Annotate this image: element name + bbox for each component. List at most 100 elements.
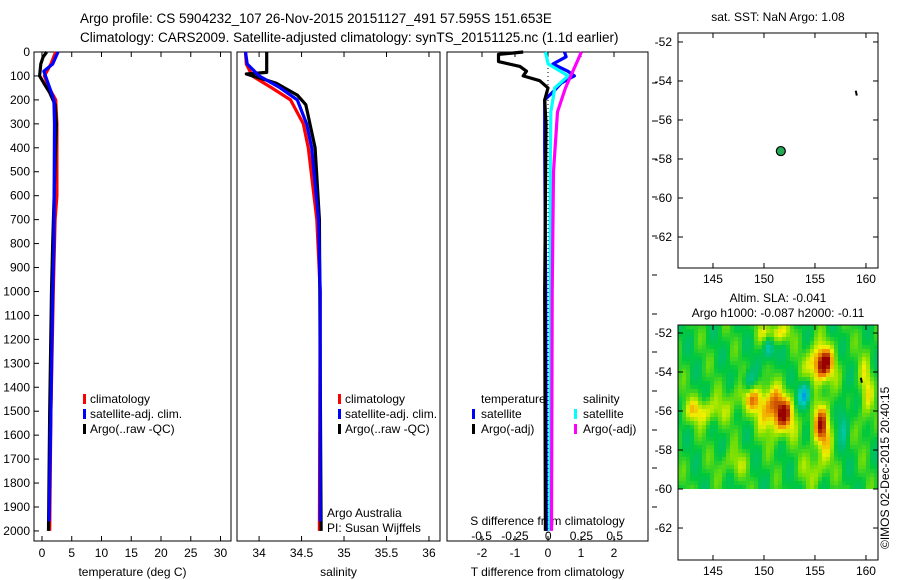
heatmap-cell [778,485,782,489]
heatmap-cell [786,397,790,401]
heatmap-cell [758,429,762,433]
float-track [859,377,863,383]
heatmap-cell [850,469,854,473]
heatmap-cell [714,457,718,461]
heatmap-cell [862,473,866,477]
heatmap-cell [790,469,794,473]
heatmap-cell [794,345,798,349]
heatmap-cell [802,381,806,385]
heatmap-cell [806,381,810,385]
heatmap-cell [682,341,686,345]
heatmap-cell [682,473,686,477]
heatmap-cell [706,337,710,341]
heatmap-cell [794,397,798,401]
heatmap-cell [790,453,794,457]
x-tick-label: -2 [477,546,488,560]
heatmap-cell [830,409,834,413]
heatmap-cell [702,441,706,445]
heatmap-cell [850,393,854,397]
legend-swatch [574,424,577,434]
heatmap-cell [810,421,814,425]
heatmap-cell [858,409,862,413]
heatmap-cell [698,425,702,429]
heatmap-cell [694,473,698,477]
heatmap-cell [830,417,834,421]
heatmap-cell [750,469,754,473]
heatmap-cell [734,337,738,341]
heatmap-cell [698,461,702,465]
heatmap-cell [826,357,830,361]
heatmap-cell [718,341,722,345]
heatmap-cell [822,357,826,361]
heatmap-cell [762,329,766,333]
legend-label: satellite [481,407,522,421]
heatmap-cell [774,441,778,445]
heatmap-cell [766,469,770,473]
heatmap-cell [870,369,874,373]
heatmap-cell [790,409,794,413]
heatmap-cell [850,405,854,409]
heatmap-cell [730,365,734,369]
y-tick-label: 1300 [3,356,30,370]
heatmap-cell [722,441,726,445]
heatmap-cell [858,337,862,341]
heatmap-cell [682,369,686,373]
heatmap-cell [678,369,682,373]
heatmap-cell [854,377,858,381]
lat-tick-label: -60 [655,191,673,205]
heatmap-cell [870,345,874,349]
heatmap-cell [734,429,738,433]
heatmap-cell [718,393,722,397]
heatmap-cell [822,397,826,401]
heatmap-cell [846,461,850,465]
heatmap-cell [834,437,838,441]
x-tick-label: 2 [611,546,618,560]
heatmap-cell [806,349,810,353]
heatmap-cell [694,485,698,489]
heatmap-cell [862,369,866,373]
heatmap-cell [718,461,722,465]
heatmap-cell [858,361,862,365]
heatmap-cell [714,481,718,485]
heatmap-cell [722,417,726,421]
heatmap-cell [726,433,730,437]
heatmap-cell [782,477,786,481]
heatmap-cell [778,477,782,481]
heatmap-cell [690,345,694,349]
heatmap-cell [686,385,690,389]
heatmap-cell [806,401,810,405]
heatmap-cell [734,473,738,477]
heatmap-cell [842,337,846,341]
heatmap-cell [742,429,746,433]
heatmap-cell [778,325,782,329]
heatmap-cell [790,373,794,377]
heatmap-cell [850,433,854,437]
heatmap-cell [738,385,742,389]
heatmap-cell [866,409,870,413]
heatmap-cell [698,429,702,433]
heatmap-cell [854,465,858,469]
heatmap-cell [758,457,762,461]
heatmap-cell [778,401,782,405]
heatmap-cell [722,409,726,413]
heatmap-cell [834,453,838,457]
heatmap-cell [834,333,838,337]
heatmap-cell [778,433,782,437]
heatmap-cell [866,329,870,333]
heatmap-cell [814,353,818,357]
heatmap-cell [746,405,750,409]
heatmap-cell [822,381,826,385]
heatmap-cell [814,449,818,453]
heatmap-cell [738,445,742,449]
heatmap-cell [710,481,714,485]
heatmap-cell [738,461,742,465]
heatmap-cell [678,441,682,445]
heatmap-cell [858,441,862,445]
heatmap-cell [858,377,862,381]
heatmap-cell [790,441,794,445]
heatmap-cell [734,385,738,389]
heatmap-cell [806,397,810,401]
heatmap-cell [722,473,726,477]
heatmap-cell [862,345,866,349]
heatmap-cell [726,361,730,365]
